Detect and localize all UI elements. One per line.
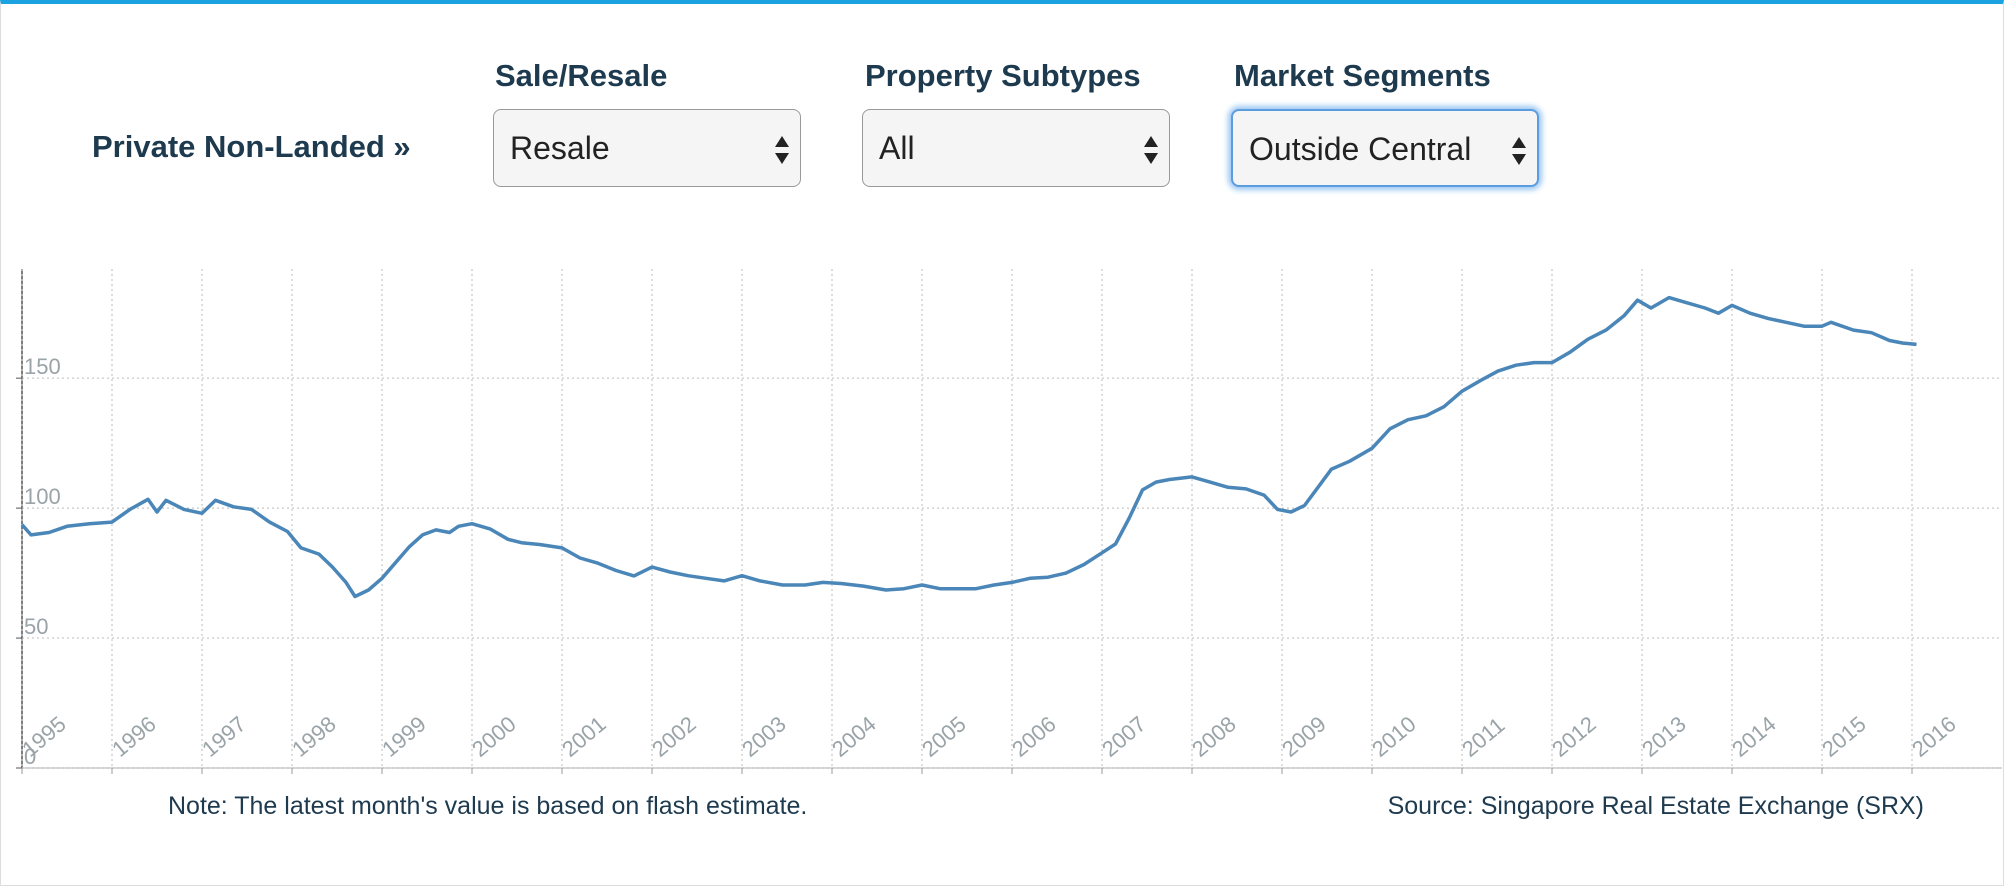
x-tick-label: 2003 <box>737 711 791 762</box>
y-tick-label: 100 <box>24 484 61 509</box>
source: Source: Singapore Real Estate Exchange (… <box>1387 792 1924 820</box>
note: Note: The latest month's value is based … <box>168 792 808 820</box>
line <box>20 295 1917 599</box>
select-arrows <box>1512 137 1526 165</box>
select[interactable]: Resale <box>493 109 801 187</box>
x-tick-label: 2004 <box>827 711 881 762</box>
property-type[interactable]: Private Non-Landed » <box>92 129 411 164</box>
select-value: All <box>879 130 915 166</box>
x-tick-label: 2014 <box>1727 711 1781 762</box>
x-tick-label: 2010 <box>1367 711 1421 762</box>
x-tick-label: 2008 <box>1187 711 1241 762</box>
filter-label: Sale/Resale <box>495 58 668 93</box>
select-value: Resale <box>510 130 610 166</box>
select-arrows <box>775 136 789 164</box>
x-tick-label: 2002 <box>647 711 701 762</box>
x-tick-label: 2007 <box>1097 711 1151 762</box>
x-tick-label: 2000 <box>467 711 521 762</box>
x-tick-label: 2016 <box>1907 711 1961 762</box>
x-tick-label: 1997 <box>197 711 251 762</box>
x-tick-label: 2001 <box>557 711 611 762</box>
x-tick-label: 2012 <box>1547 711 1601 762</box>
x-tick-label: 2005 <box>917 711 971 762</box>
x-tick-label: 2011 <box>1457 712 1509 762</box>
y-tick-label: 0 <box>24 744 36 769</box>
x-tick-label: 2009 <box>1277 711 1331 762</box>
y-tick-label: 150 <box>24 354 61 379</box>
select-value: Outside Central <box>1249 131 1472 167</box>
x-tick-label: 2006 <box>1007 711 1061 762</box>
filter-label: Property Subtypes <box>865 58 1141 93</box>
y-tick-label: 50 <box>24 614 48 639</box>
x-tick-label: 2015 <box>1817 711 1871 762</box>
select-arrows <box>1144 136 1158 164</box>
x-tick-label: 1999 <box>377 711 431 762</box>
select[interactable]: Outside Central <box>1231 109 1539 187</box>
filter-label: Market Segments <box>1234 58 1491 93</box>
x-tick-label: 1998 <box>287 711 341 762</box>
select[interactable]: All <box>862 109 1170 187</box>
x-tick-label: 1996 <box>107 711 161 762</box>
x-tick-label: 2013 <box>1637 711 1691 762</box>
